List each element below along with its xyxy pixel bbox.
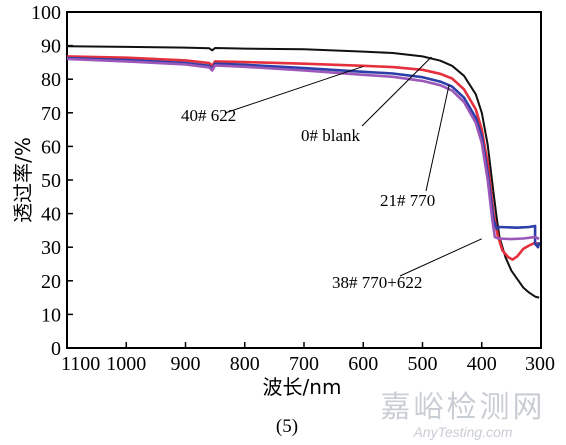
x-tick-label: 1000 (106, 353, 146, 375)
x-tick-label: 600 (348, 353, 378, 375)
y-axis-label: 透过率/% (11, 137, 35, 223)
x-axis-label: 波长/nm (263, 375, 342, 399)
y-tick-label: 90 (41, 36, 61, 58)
series-line (66, 57, 540, 241)
y-tick-label: 10 (41, 304, 61, 326)
y-tick-label: 50 (41, 170, 61, 192)
y-tick-label: 30 (41, 237, 61, 259)
series-line (66, 45, 540, 299)
x-tick-label: 1100 (61, 353, 100, 375)
y-tick-label: 20 (41, 271, 61, 293)
x-tick-label: 700 (289, 353, 319, 375)
watermark-en: AnyTesting.com (413, 424, 513, 440)
x-tick-label: 400 (467, 353, 497, 375)
x-tick-label: 900 (171, 353, 201, 375)
annotation-leader (425, 84, 450, 192)
watermark: 嘉峪检测网 AnyTesting.com (368, 382, 558, 440)
x-tick-label: 500 (408, 353, 438, 375)
y-tick-label: 80 (41, 69, 61, 91)
annotation-leader (361, 56, 432, 127)
annotation-leader (224, 65, 364, 114)
y-tick-label: 60 (41, 136, 61, 158)
watermark-cn: 嘉峪检测网 (380, 390, 546, 425)
y-tick-label: 40 (41, 204, 61, 226)
x-tick-label: 800 (230, 353, 260, 375)
y-tick-label: 0 (51, 338, 61, 360)
annotation-leader (399, 238, 482, 277)
annotation-label: 0# blank (301, 126, 361, 145)
figure-caption: (5) (276, 416, 298, 437)
annotation-label: 21# 770 (380, 191, 435, 210)
x-tick-label: 300 (525, 353, 555, 375)
annotation-label: 40# 622 (181, 106, 236, 125)
series-line (66, 55, 540, 261)
annotation-label: 38# 770+622 (332, 273, 422, 292)
y-tick-label: 100 (31, 2, 61, 24)
y-tick-label: 70 (41, 103, 61, 125)
